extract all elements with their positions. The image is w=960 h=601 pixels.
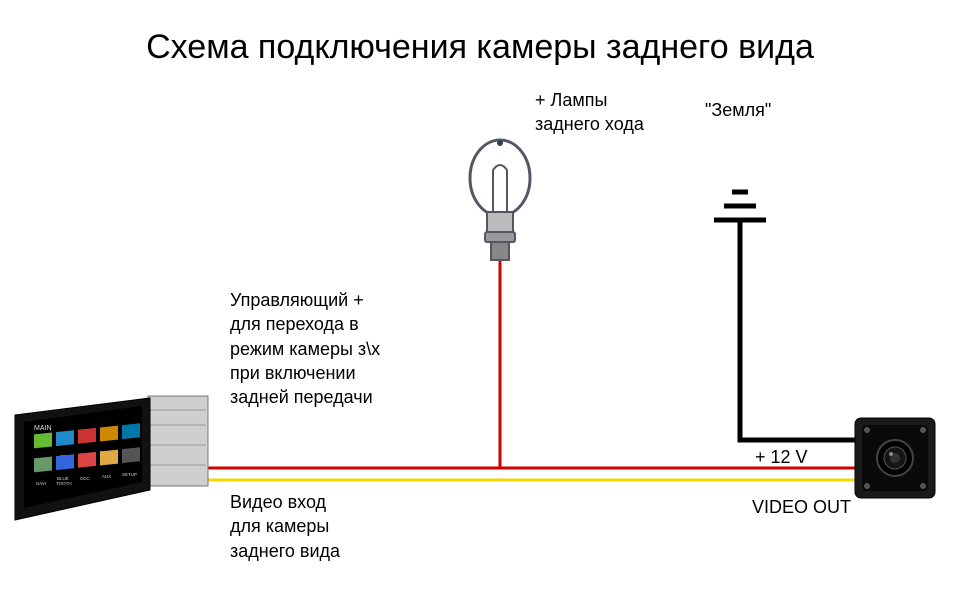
svg-text:AUX: AUX	[102, 474, 111, 479]
wire-ground	[740, 220, 855, 440]
svg-text:MAIN: MAIN	[34, 425, 52, 432]
ground-symbol	[714, 192, 766, 220]
svg-text:TOOTH: TOOTH	[56, 481, 72, 486]
head-unit: MAIN DVD SD USB RADIO TV NAVI BLUE TOOTH…	[15, 396, 208, 520]
svg-text:CDC: CDC	[80, 476, 90, 481]
reverse-lamp-icon	[470, 140, 530, 260]
camera-module	[855, 418, 935, 498]
wiring-diagram: MAIN DVD SD USB RADIO TV NAVI BLUE TOOTH…	[0, 0, 960, 601]
svg-text:NAVI: NAVI	[36, 481, 46, 486]
svg-text:SETUP: SETUP	[122, 472, 137, 477]
